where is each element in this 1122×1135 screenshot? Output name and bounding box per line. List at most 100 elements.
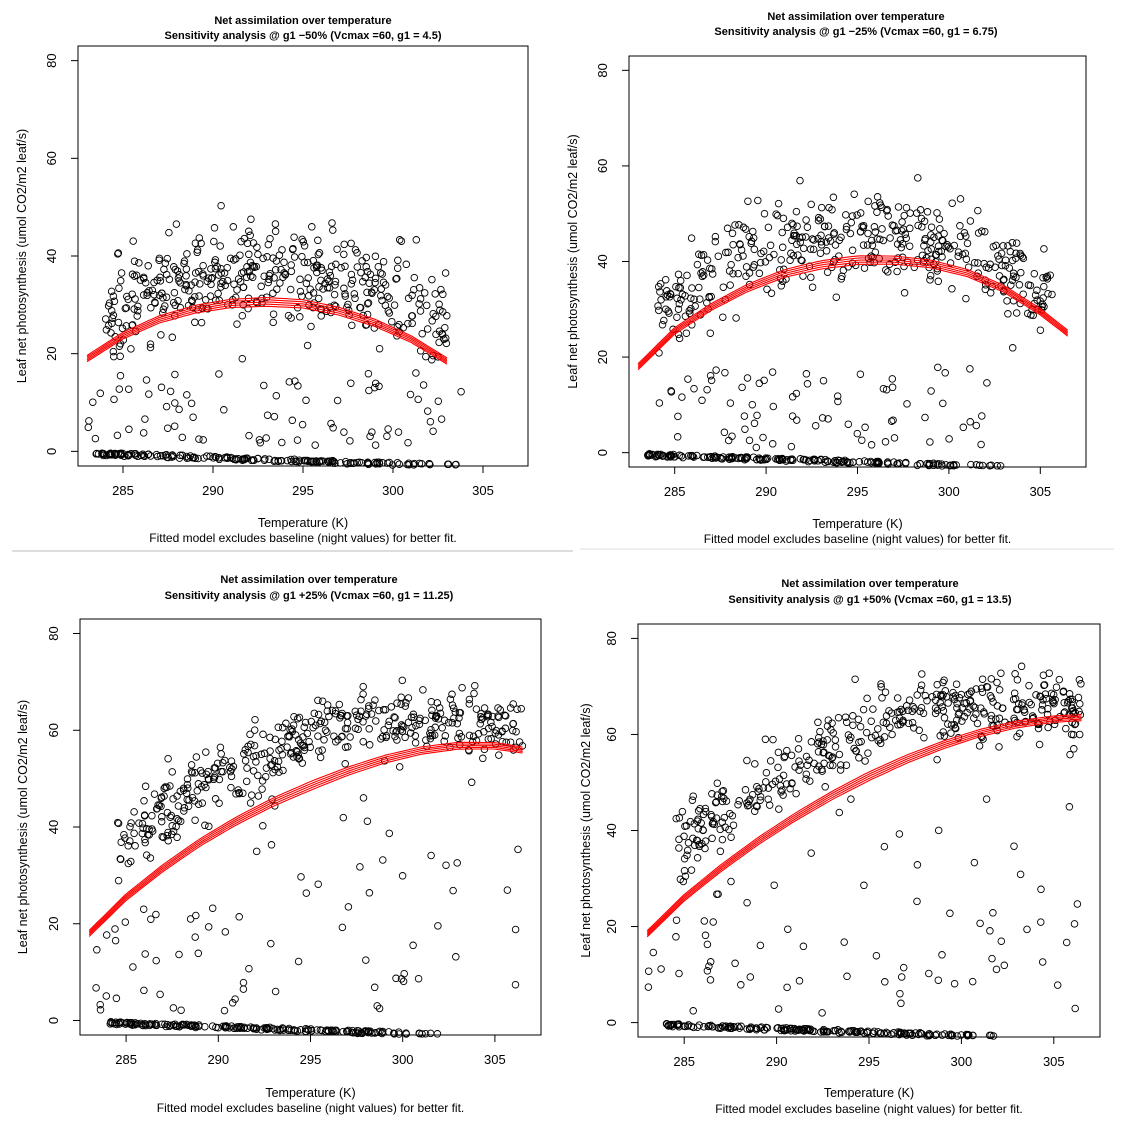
data-point bbox=[115, 284, 123, 292]
data-point bbox=[371, 252, 380, 261]
data-point bbox=[916, 686, 925, 694]
data-point bbox=[250, 263, 259, 272]
data-point bbox=[172, 822, 180, 831]
data-point bbox=[221, 281, 229, 290]
data-point bbox=[352, 711, 361, 720]
data-point bbox=[778, 243, 787, 252]
data-point bbox=[401, 702, 410, 710]
data-point bbox=[818, 414, 827, 422]
data-point bbox=[773, 211, 782, 220]
data-point bbox=[860, 881, 868, 890]
x-tick-label: 295 bbox=[847, 484, 869, 499]
data-point bbox=[673, 294, 681, 303]
data-point bbox=[269, 289, 277, 297]
data-point bbox=[173, 792, 181, 800]
data-point bbox=[138, 819, 147, 828]
data-point bbox=[722, 248, 730, 257]
data-point bbox=[751, 760, 759, 768]
data-point bbox=[267, 841, 276, 849]
data-point bbox=[89, 398, 97, 406]
data-point bbox=[173, 267, 182, 275]
data-point bbox=[196, 280, 204, 288]
data-point bbox=[760, 376, 768, 385]
data-point bbox=[381, 705, 390, 714]
data-point bbox=[803, 761, 812, 769]
x-axis-ticks: 285 290 295 300 305 bbox=[664, 467, 1051, 499]
data-point bbox=[951, 724, 960, 733]
data-point bbox=[419, 381, 428, 389]
data-point bbox=[421, 716, 429, 725]
data-point bbox=[314, 710, 323, 719]
data-point bbox=[747, 239, 755, 248]
data-point bbox=[262, 764, 271, 772]
data-point bbox=[716, 847, 725, 856]
data-point bbox=[687, 234, 696, 242]
x-axis-label: Temperature (K) bbox=[265, 1086, 355, 1100]
data-point bbox=[245, 267, 254, 275]
data-point bbox=[230, 1024, 238, 1033]
data-point bbox=[790, 231, 799, 240]
data-point bbox=[762, 1023, 770, 1032]
data-point bbox=[695, 250, 703, 259]
data-point bbox=[858, 436, 866, 444]
data-point bbox=[333, 396, 342, 405]
data-point bbox=[927, 223, 936, 231]
data-point bbox=[364, 1028, 372, 1037]
data-point bbox=[722, 797, 731, 805]
data-point bbox=[135, 259, 143, 267]
data-point bbox=[227, 757, 236, 765]
data-point bbox=[397, 726, 405, 734]
data-point bbox=[896, 989, 904, 998]
data-point bbox=[644, 983, 653, 991]
data-point bbox=[391, 732, 399, 741]
data-point bbox=[1008, 276, 1017, 285]
data-point bbox=[114, 250, 122, 258]
data-point bbox=[139, 291, 148, 299]
data-point bbox=[275, 251, 284, 259]
data-point bbox=[266, 269, 274, 278]
data-point bbox=[745, 1025, 754, 1034]
data-point bbox=[937, 691, 945, 699]
data-point bbox=[406, 390, 415, 399]
data-point bbox=[987, 715, 996, 723]
data-point bbox=[206, 292, 215, 300]
data-point bbox=[317, 264, 325, 272]
data-point bbox=[729, 1022, 738, 1031]
data-point bbox=[102, 326, 111, 334]
data-point bbox=[295, 755, 303, 763]
data-point bbox=[678, 807, 687, 816]
scatter-points bbox=[92, 676, 527, 1038]
data-point bbox=[829, 193, 838, 202]
data-point bbox=[918, 670, 926, 678]
data-point bbox=[774, 199, 783, 208]
x-tick-label: 305 bbox=[1029, 484, 1051, 499]
data-point bbox=[320, 718, 329, 727]
data-point bbox=[114, 819, 123, 828]
data-point bbox=[900, 211, 908, 220]
data-point bbox=[966, 418, 974, 426]
data-point bbox=[346, 733, 354, 741]
data-point bbox=[756, 796, 764, 804]
data-point bbox=[350, 290, 359, 298]
chart-title: Net assimilation over temperature bbox=[220, 574, 397, 586]
data-point bbox=[455, 714, 463, 722]
data-point bbox=[743, 799, 751, 807]
data-point bbox=[422, 352, 430, 361]
x-axis-label: Temperature (K) bbox=[258, 516, 348, 530]
data-point bbox=[159, 305, 168, 313]
data-point bbox=[271, 220, 280, 228]
data-point bbox=[245, 964, 253, 973]
data-point bbox=[353, 263, 362, 271]
data-point bbox=[448, 701, 457, 709]
data-point bbox=[876, 735, 884, 744]
data-point bbox=[137, 1020, 146, 1029]
data-point bbox=[231, 995, 239, 1003]
data-point bbox=[152, 910, 160, 919]
data-point bbox=[654, 302, 662, 310]
data-point bbox=[814, 213, 823, 222]
data-point bbox=[661, 275, 670, 284]
data-point bbox=[768, 368, 777, 376]
data-point bbox=[708, 834, 716, 843]
data-point bbox=[328, 219, 336, 227]
